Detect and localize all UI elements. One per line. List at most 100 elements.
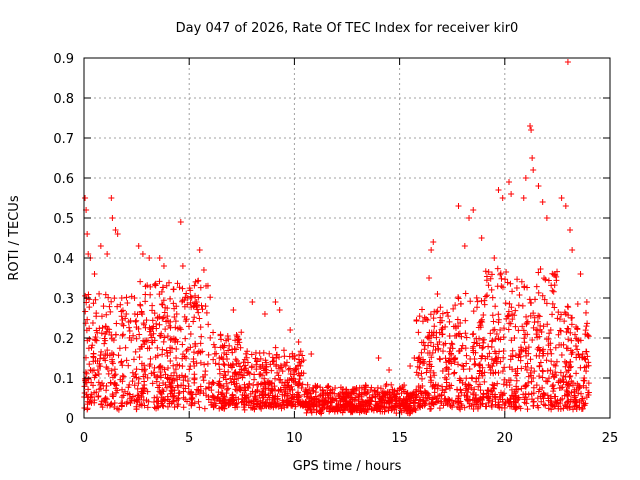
roti-point (261, 311, 268, 317)
roti-point (524, 360, 531, 367)
roti-point (196, 247, 203, 253)
roti-point (187, 287, 194, 294)
roti-point (555, 403, 562, 410)
roti-point (178, 382, 185, 389)
roti-point (165, 279, 172, 286)
roti-point (487, 275, 494, 282)
roti-point (572, 343, 579, 350)
roti-point (304, 381, 311, 388)
roti-point (349, 386, 356, 393)
roti-point (557, 328, 564, 335)
roti-point (564, 388, 571, 395)
roti-point (127, 399, 134, 406)
roti-point (150, 399, 157, 406)
roti-point (156, 321, 163, 328)
roti-point (180, 404, 187, 411)
roti-point (545, 375, 552, 382)
roti-point (265, 378, 272, 385)
roti-point (561, 309, 568, 316)
roti-point (533, 382, 540, 389)
roti-point (156, 278, 163, 285)
roti-point (295, 339, 302, 345)
roti-point (543, 336, 550, 343)
roti-point (500, 354, 507, 361)
roti-point (413, 392, 420, 399)
roti-point (151, 364, 158, 371)
roti-point (508, 191, 515, 197)
roti-point (339, 409, 346, 416)
roti-point (207, 294, 214, 301)
roti-point (575, 337, 582, 344)
roti-point (92, 336, 99, 343)
roti-point (433, 334, 440, 341)
roti-point (557, 369, 564, 376)
roti-point (504, 279, 511, 286)
roti-point (313, 384, 320, 391)
roti-point (516, 351, 523, 358)
roti-point (133, 374, 140, 381)
roti-point (229, 373, 236, 380)
roti-point (546, 330, 553, 337)
roti-point (509, 288, 516, 295)
roti-point (375, 402, 382, 409)
roti-point (448, 350, 455, 357)
roti-point (289, 350, 296, 357)
roti-point (376, 406, 383, 413)
roti-point (134, 385, 141, 392)
roti-point (131, 310, 138, 317)
roti-point (370, 407, 377, 414)
roti-point (521, 335, 528, 342)
roti-point (428, 329, 435, 336)
roti-point (416, 404, 423, 411)
roti-point (125, 318, 132, 325)
roti-point (167, 295, 174, 302)
roti-point (282, 379, 289, 386)
roti-point (497, 327, 504, 334)
roti-point (86, 361, 93, 368)
roti-point (421, 314, 428, 321)
roti-point (491, 255, 498, 261)
y-tick-label: 0.4 (53, 252, 74, 267)
roti-point (426, 275, 433, 281)
roti-point (471, 355, 478, 362)
roti-point (495, 354, 502, 361)
roti-point (139, 311, 146, 318)
roti-point (523, 400, 530, 407)
roti-point (149, 380, 156, 387)
roti-point (154, 373, 161, 380)
roti-point (452, 302, 459, 309)
roti-point (97, 352, 104, 359)
roti-point (547, 367, 554, 374)
roti-point (567, 227, 574, 233)
roti-point (118, 358, 125, 365)
roti-point (548, 358, 555, 365)
roti-point (349, 408, 356, 415)
roti-point (361, 386, 368, 393)
roti-point (334, 405, 341, 412)
roti-point (181, 313, 188, 320)
roti-point (237, 363, 244, 370)
roti-point (179, 263, 186, 269)
roti-point (543, 215, 550, 221)
roti-point (91, 389, 98, 396)
roti-point (436, 405, 443, 412)
roti-point (573, 406, 580, 413)
roti-point (159, 301, 166, 308)
roti-point (469, 345, 476, 352)
roti-point (452, 398, 459, 405)
roti-point (295, 382, 302, 389)
roti-point (427, 367, 434, 374)
roti-point (454, 403, 461, 410)
roti-point (114, 231, 121, 237)
roti-point (197, 324, 204, 331)
roti-point (310, 388, 317, 395)
roti-point (83, 370, 90, 377)
dense-point-cloud (81, 265, 592, 417)
roti-point (291, 369, 298, 375)
roti-point (150, 330, 157, 337)
roti-point (183, 290, 190, 297)
roti-point (545, 342, 552, 349)
roti-point (345, 393, 352, 400)
roti-point (519, 302, 526, 309)
roti-point (544, 392, 551, 399)
